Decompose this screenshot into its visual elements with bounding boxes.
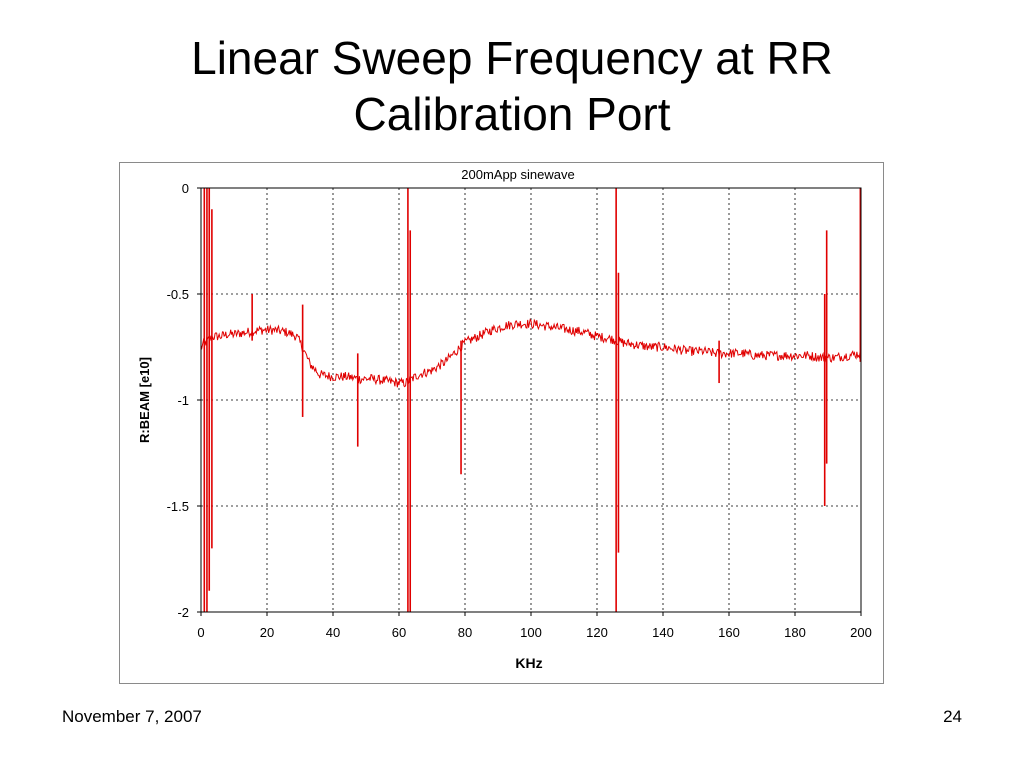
- y-tick-label: -1.5: [167, 499, 189, 514]
- x-tick-label: 180: [784, 625, 806, 640]
- y-tick-labels: 0 -0.5 -1 -1.5 -2: [167, 181, 201, 620]
- grid-lines: [201, 188, 861, 612]
- page-number: 24: [943, 707, 962, 726]
- y-tick-label: -0.5: [167, 287, 189, 302]
- series-line: [201, 318, 861, 388]
- x-tick-label: 20: [260, 625, 274, 640]
- line-chart: 0 -0.5 -1 -1.5 -2 0 20 40 60 80 100 120 140 160 180 20…: [137, 167, 872, 671]
- y-axis-label: R:BEAM [e10]: [137, 357, 152, 443]
- x-axis-label: KHz: [515, 655, 542, 671]
- chart-frame: 0 -0.5 -1 -1.5 -2 0 20 40 60 80 100 120 140 160 180 20…: [119, 162, 884, 684]
- y-tick-label: -1: [177, 393, 189, 408]
- x-tick-label: 60: [392, 625, 406, 640]
- x-tick-label: 140: [652, 625, 674, 640]
- y-tick-label: 0: [182, 181, 189, 196]
- footer-date: November 7, 2007: [62, 707, 202, 726]
- x-tick-label: 0: [197, 625, 204, 640]
- chart-title: 200mApp sinewave: [461, 167, 574, 182]
- x-tick-label: 80: [458, 625, 472, 640]
- slide-title: Linear Sweep Frequency at RR Calibration…: [0, 30, 1024, 142]
- slide-title-line1: Linear Sweep Frequency at RR: [191, 32, 833, 84]
- x-tick-label: 160: [718, 625, 740, 640]
- y-tick-label: -2: [177, 605, 189, 620]
- x-tick-label: 40: [326, 625, 340, 640]
- series-layer: [201, 188, 861, 612]
- x-tick-label: 200: [850, 625, 872, 640]
- x-tick-label: 120: [586, 625, 608, 640]
- x-tick-label: 100: [520, 625, 542, 640]
- x-tick-labels: 0 20 40 60 80 100 120 140 160 180 200: [197, 612, 872, 640]
- slide-title-line2: Calibration Port: [353, 88, 671, 140]
